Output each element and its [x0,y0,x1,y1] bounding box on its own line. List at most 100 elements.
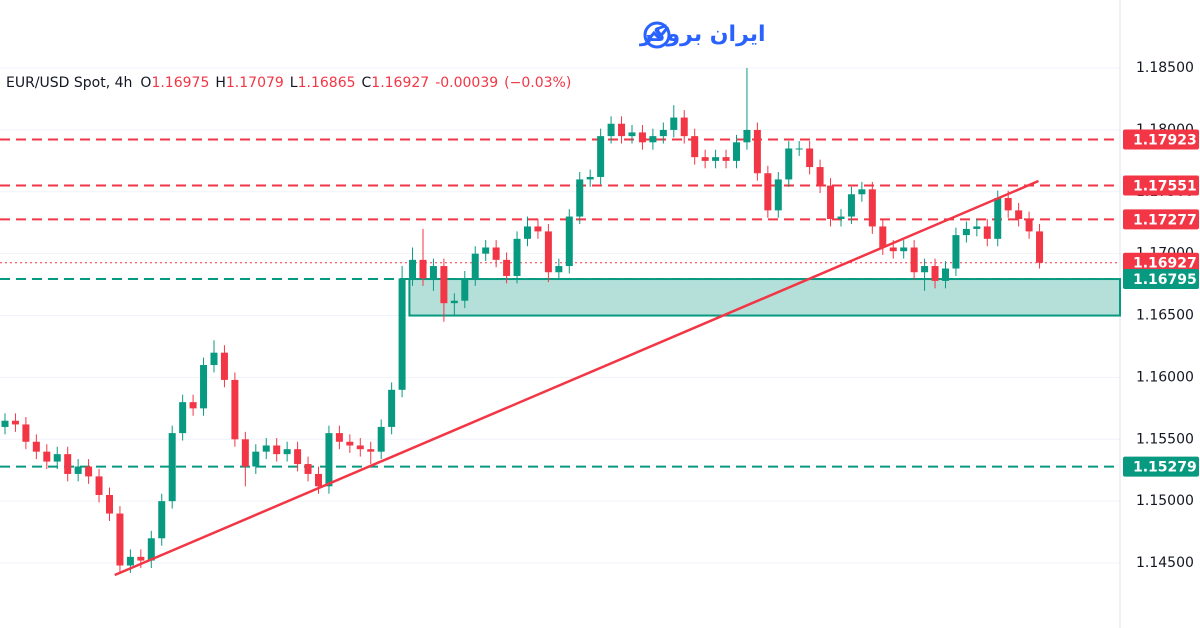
candle-body [335,433,343,442]
y-tick-label: 1.16500 [1136,308,1194,324]
candle-body [764,173,772,211]
candle-body [367,449,375,452]
trendline [114,179,1039,577]
candle-body [85,466,93,477]
candle-body [910,247,918,273]
candle-body [53,454,61,462]
candle-body [304,464,312,474]
level-label: 1.16927 [1133,256,1197,272]
ohlc-value: 1.16927 [371,75,429,91]
level-label: 1.16795 [1133,272,1197,288]
brand-name: ایران بروکر [639,22,766,47]
candle-body [64,454,72,474]
candle-body [482,247,490,254]
change-pct: (−0.03%) [504,75,571,91]
candle-body [210,352,218,366]
candle-body [262,445,270,452]
candle-body [691,136,699,158]
candle-body [732,142,740,161]
candle-body [189,402,197,409]
candle-body [879,226,887,248]
candle-body [429,266,437,279]
level-label: 1.15279 [1133,460,1197,476]
candle-body [409,259,417,279]
y-tick-label: 1.15000 [1136,493,1194,509]
ohlc-key: O [140,75,151,91]
candle-body [147,538,155,561]
candle-body [816,167,824,186]
candle-body [116,513,124,566]
candle-body [670,117,678,130]
candle-body [795,148,803,150]
level-label: 1.17277 [1133,212,1197,228]
candle-body [659,129,667,137]
candle-body [388,389,396,427]
candle-body [941,268,949,281]
candle-body [43,451,51,462]
candle-body [231,379,239,440]
candle-body [1036,231,1044,263]
candle-body [241,439,249,467]
candle-body [105,494,113,514]
ohlc-value: 1.16975 [151,75,209,91]
candle-body [523,226,531,239]
level-label-bg [1123,252,1199,273]
candle-body [294,449,302,465]
y-tick-label: 1.14500 [1136,555,1194,571]
candle-body [753,129,761,174]
candle-body [377,426,385,452]
candle-body [492,247,500,260]
candle-body [1015,210,1023,220]
brand-logo: ایران بروکر [639,21,766,49]
candle-body [74,466,82,474]
candle-body [179,402,187,434]
candle-body [220,352,228,380]
candle-body [868,189,876,227]
candle-body [628,132,636,137]
candle-body [962,228,970,236]
candle-body [555,266,563,273]
candle-body [931,266,939,281]
candle-body [827,185,835,220]
candle-body [32,441,40,452]
candle-body [701,157,709,161]
candle-body [461,278,469,301]
candle-body [200,365,208,409]
level-label-bg [1123,129,1199,150]
y-tick-label: 1.16000 [1136,369,1194,385]
candle-body [785,148,793,180]
candle-body [168,433,176,502]
candle-body [356,445,364,450]
candle-body [722,157,730,161]
candle-body [440,266,448,304]
candle-body [994,197,1002,239]
level-label: 1.17551 [1133,178,1197,194]
candle-body [11,420,19,425]
candle-body [774,179,782,211]
candle-body [158,501,166,539]
candle-body [618,123,626,137]
candle-body [858,189,866,195]
logo-icon-arrow [646,26,670,41]
candle-body [325,433,333,487]
candle-body [837,216,845,220]
candle-body [983,226,991,239]
candle-body [544,231,552,273]
candle-body [314,473,322,487]
candle-body [680,117,688,137]
level-label-bg [1123,269,1199,290]
candle-body [806,148,814,168]
candle-body [95,476,103,495]
candle-body [503,259,511,276]
candle-body [607,123,615,137]
candle-body [22,424,30,442]
candle-body [649,136,657,143]
candle-body [743,129,751,143]
level-label-bg [1123,456,1199,477]
level-label: 1.17923 [1133,132,1197,148]
chart-title: EUR/USD Spot, 4h [6,75,132,91]
level-label-bg [1123,175,1199,196]
candle-body [952,235,960,269]
y-tick-label: 1.15500 [1136,431,1194,447]
candle-body [889,247,897,252]
